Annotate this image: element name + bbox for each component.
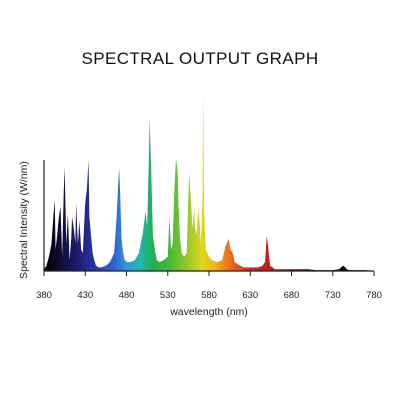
chart-title: SPECTRAL OUTPUT GRAPH (81, 49, 319, 68)
x-tick-label: 580 (201, 290, 217, 301)
x-tick-label: 380 (36, 290, 52, 301)
y-axis-label: Spectral Intensity (W/nm) (18, 161, 30, 279)
x-tick-label: 480 (119, 290, 135, 301)
spectrum-area-0 (44, 92, 374, 271)
x-tick-label: 630 (242, 290, 258, 301)
x-tick-label: 730 (325, 290, 341, 301)
x-tick-label: 530 (160, 290, 176, 301)
x-tick-label: 780 (366, 290, 382, 301)
x-axis-ticks: 380 430 480 530 580 630 680 730 780 (36, 271, 382, 301)
x-tick-label: 430 (77, 290, 93, 301)
x-tick-label: 680 (284, 290, 300, 301)
x-axis-label: wavelength (nm) (169, 306, 248, 318)
spectrum-series (44, 92, 374, 271)
